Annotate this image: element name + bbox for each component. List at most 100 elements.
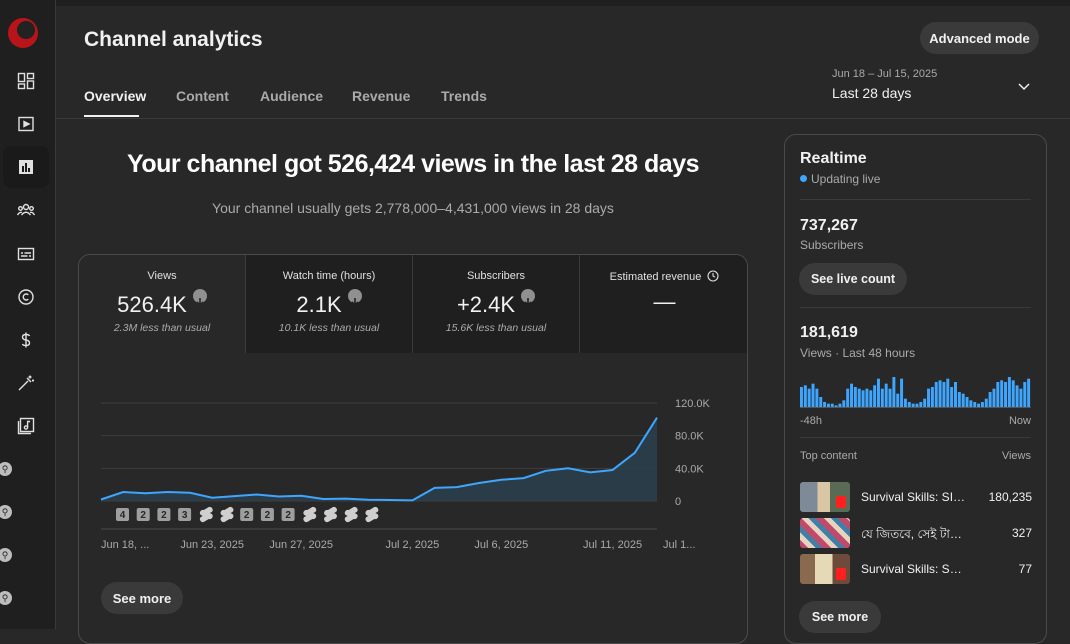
views-chart[interactable]: 120.0K 80.0K 40.0K 0 4 2 2 3 2 2 2 Jun 18, ... Jun 2… [79, 353, 748, 573]
realtime-bar [869, 390, 873, 407]
search-icon[interactable]: ⚲ [0, 591, 12, 605]
video-views: 77 [1018, 562, 1032, 576]
audio-library-icon[interactable] [3, 405, 49, 447]
shorts-marker-icon[interactable] [344, 506, 358, 523]
realtime-bar [903, 398, 907, 407]
tab-audience[interactable]: Audience [260, 88, 324, 104]
channel-avatar[interactable] [8, 18, 38, 48]
realtime-bar [919, 402, 923, 407]
x-tick-label: Jun 18, ... [101, 539, 149, 551]
see-live-count-button[interactable]: See live count [799, 263, 907, 295]
axis-start-label: -48h [800, 415, 823, 427]
advanced-mode-button[interactable]: Advanced mode [920, 22, 1039, 54]
top-content-item[interactable]: Survival Skills: SIM... 180,235 [800, 482, 1032, 512]
shorts-marker-icon[interactable] [324, 506, 337, 523]
realtime-bar [826, 403, 830, 407]
svg-text:2: 2 [140, 510, 146, 521]
metric-estimated-revenue[interactable]: Estimated revenue — [580, 255, 747, 353]
metric-tabs: Views 526.4K 2.3M less than usual Watch … [79, 255, 747, 353]
realtime-bar [811, 383, 815, 407]
analytics-icon[interactable] [3, 146, 49, 188]
community-icon[interactable] [3, 189, 49, 231]
realtime-bar [965, 397, 969, 407]
video-title: Survival Skills: SMART id... [861, 562, 971, 576]
subtitles-icon[interactable] [3, 233, 49, 275]
page-title: Channel analytics [84, 28, 263, 51]
metric-label: Estimated revenue [580, 270, 747, 283]
tab-revenue[interactable]: Revenue [352, 88, 411, 104]
search-icon[interactable]: ⚲ [0, 548, 12, 562]
realtime-bar [911, 403, 915, 407]
top-content-item[interactable]: যে জিতবে, সেই টাকা পা... 327 [800, 518, 1032, 548]
top-bar-edge [56, 0, 1070, 6]
realtime-bar [834, 405, 838, 407]
realtime-bar [815, 388, 819, 407]
shorts-marker-icon[interactable] [199, 506, 213, 523]
metric-subscribers[interactable]: Subscribers +2.4K 15.6K less than usual [413, 255, 580, 353]
metric-label: Watch time (hours) [282, 270, 376, 282]
metric-views[interactable]: Views 526.4K 2.3M less than usual [79, 255, 246, 353]
see-more-button[interactable]: See more [101, 582, 183, 614]
metric-value: 2.1K [246, 289, 412, 318]
realtime-bar [1015, 385, 1019, 407]
date-range-dates[interactable]: Jun 18 – Jul 15, 2025 [832, 68, 938, 80]
realtime-status: Updating live [800, 172, 880, 186]
realtime-bar [1023, 382, 1027, 407]
divider [800, 437, 1031, 438]
svg-text:2: 2 [285, 510, 291, 521]
metric-label: Subscribers [466, 270, 526, 282]
x-tick-label: Jun 27, 2025 [269, 539, 333, 551]
y-tick-label: 120.0K [675, 398, 711, 410]
realtime-bar [923, 398, 927, 407]
realtime-bar [850, 383, 853, 407]
live-dot-icon [800, 175, 807, 182]
x-tick-label: Jul 2, 2025 [385, 539, 439, 551]
upload-count-marker[interactable]: 2 [136, 508, 150, 521]
search-icon[interactable]: ⚲ [0, 505, 12, 519]
tab-overview[interactable]: Overview [84, 88, 147, 104]
realtime-bar [988, 392, 992, 407]
subscriber-count: 737,267 [800, 217, 858, 234]
x-tick-label: Jul 1... [663, 539, 695, 551]
content-icon[interactable] [3, 103, 49, 145]
axis-end-label: Now [1008, 415, 1031, 427]
copyright-icon[interactable] [3, 276, 49, 318]
upload-count-marker[interactable]: 2 [157, 508, 171, 521]
dashboard-icon[interactable] [3, 60, 49, 102]
upload-count-marker[interactable]: 3 [178, 508, 192, 521]
realtime-bar [957, 392, 961, 407]
metric-watch-time[interactable]: Watch time (hours) 2.1K 10.1K less than … [246, 255, 413, 353]
chevron-down-icon[interactable] [1016, 78, 1032, 94]
realtime-bar [992, 388, 996, 407]
svg-text:4: 4 [120, 510, 126, 521]
realtime-bar [934, 382, 938, 407]
shorts-marker-icon[interactable] [220, 506, 234, 523]
shorts-icon [836, 568, 846, 580]
header-divider [56, 118, 1070, 119]
upload-count-marker[interactable]: 2 [260, 508, 274, 521]
tab-trends[interactable]: Trends [441, 88, 487, 104]
realtime-bar [961, 393, 965, 407]
shorts-marker-icon[interactable] [365, 506, 379, 523]
see-more-top-content-button[interactable]: See more [799, 601, 881, 633]
svg-text:2: 2 [161, 510, 167, 521]
search-icon[interactable]: ⚲ [0, 462, 12, 476]
video-title: যে জিতবে, সেই টাকা পা... [861, 527, 971, 541]
date-range-label[interactable]: Last 28 days [832, 85, 912, 101]
realtime-bar [838, 403, 842, 407]
realtime-bar [1019, 388, 1023, 407]
views-headline: Your channel got 526,424 views in the la… [127, 150, 700, 178]
upload-count-marker[interactable]: 2 [281, 508, 295, 521]
svg-text:2: 2 [265, 510, 271, 521]
upload-count-marker[interactable]: 4 [116, 508, 129, 521]
realtime-bar [946, 378, 950, 407]
upload-count-marker[interactable]: 2 [240, 508, 254, 521]
tab-content[interactable]: Content [176, 88, 229, 104]
realtime-views-bars[interactable] [800, 373, 1031, 409]
earn-icon[interactable] [3, 319, 49, 361]
realtime-bar [842, 400, 846, 407]
top-content-item[interactable]: Survival Skills: SMART id... 77 [800, 554, 1032, 584]
shorts-marker-icon[interactable] [303, 506, 317, 523]
realtime-bar [807, 388, 811, 407]
customization-icon[interactable] [3, 362, 49, 404]
